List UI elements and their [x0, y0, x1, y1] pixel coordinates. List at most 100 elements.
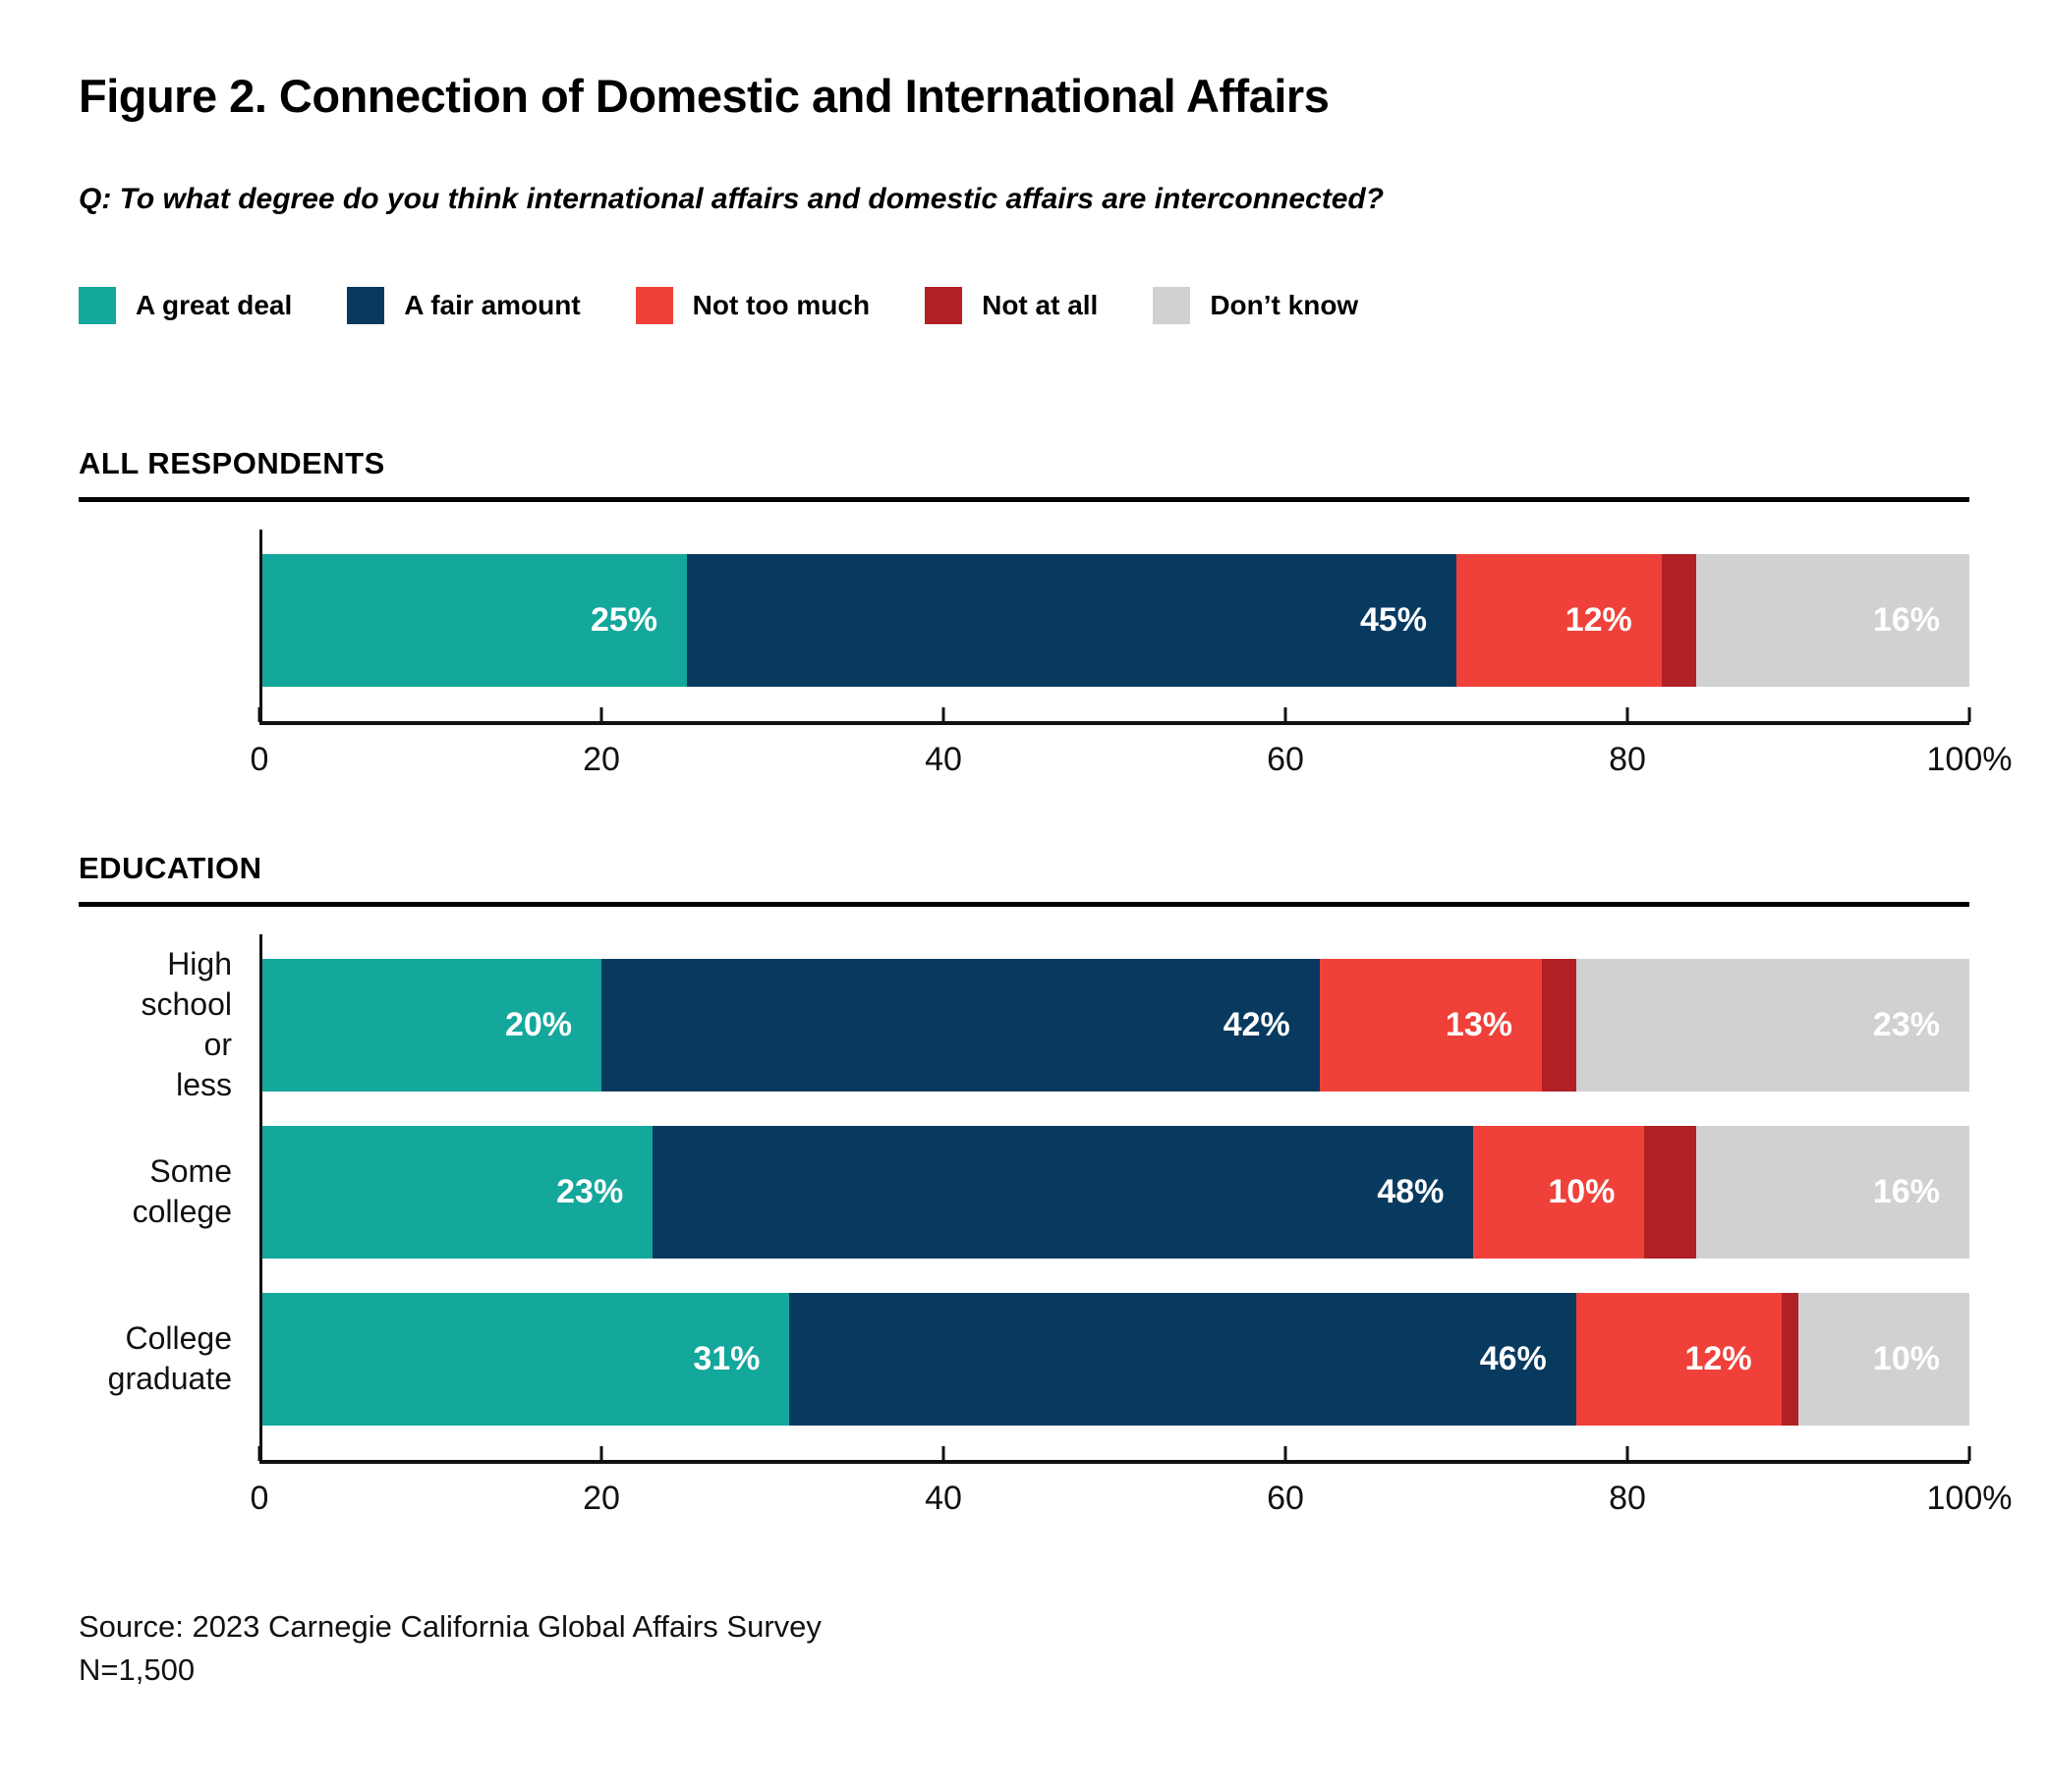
- bar-segment-a-fair-amount: 42%: [601, 958, 1320, 1092]
- source-line: Source: 2023 Carnegie California Global …: [79, 1608, 822, 1644]
- segment-value-label: 46%: [1479, 1339, 1547, 1377]
- legend-label: A great deal: [136, 289, 293, 320]
- section-heading-education: EDUCATION: [79, 850, 262, 885]
- legend-label: A fair amount: [404, 289, 581, 320]
- legend-swatch-not-at-all: [925, 286, 963, 324]
- bar-segment-a-great-deal: 20%: [259, 958, 601, 1092]
- x-axis: 0 20 40 60 80 100%: [251, 1445, 2012, 1540]
- segment-value-label: 23%: [1872, 1005, 1940, 1043]
- source-note: Source: 2023 Carnegie California Global …: [79, 1605, 1969, 1692]
- bar-row: Some college 23% 48% 10% 16%: [133, 1125, 1969, 1259]
- segment-value-label: 16%: [1872, 600, 1940, 639]
- axis-tick-label: 40: [925, 1479, 962, 1517]
- axis-tick: [1625, 706, 1629, 722]
- legend-swatch-dont-know: [1153, 286, 1191, 324]
- bar-segment-a-fair-amount: 45%: [687, 553, 1456, 687]
- bar-segment-not-at-all: [1781, 1292, 1798, 1426]
- segment-value-label: 23%: [556, 1172, 624, 1210]
- chart-all-respondents: 25% 45% 12% 16% 0 20 40 60 80 100%: [251, 529, 2012, 802]
- survey-question: Q: To what degree do you think internati…: [79, 182, 1385, 215]
- bar-row: High school or less 20% 42% 13% 23%: [142, 946, 1969, 1102]
- section-all-respondents: ALL RESPONDENTS 25% 45% 12% 16% 0 20 40 60 80 10…: [79, 445, 2012, 802]
- axis-tick-label: 0: [250, 1479, 269, 1517]
- bar-row: College graduate 31% 46% 12% 10%: [108, 1292, 1969, 1426]
- bar-segment-a-great-deal: 31%: [259, 1292, 790, 1426]
- segment-value-label: 25%: [590, 600, 657, 639]
- bar-segment-a-fair-amount: 48%: [653, 1125, 1474, 1259]
- axis-tick-label: 80: [1609, 740, 1646, 778]
- bar-segment-a-fair-amount: 46%: [789, 1292, 1576, 1426]
- axis-tick-label: 0: [250, 740, 269, 778]
- legend-swatch-not-too-much: [635, 286, 673, 324]
- segment-value-label: 10%: [1872, 1339, 1940, 1377]
- legend-label: Not at all: [982, 289, 1099, 320]
- bar-segment-not-at-all: [1541, 958, 1576, 1092]
- segment-value-label: 31%: [693, 1339, 761, 1377]
- bar-segment-not-at-all: [1644, 1125, 1696, 1259]
- chart-education: High school or less 20% 42% 13% 23% Some coll…: [108, 933, 2012, 1540]
- bar-segment-don-t-know: 16%: [1695, 1125, 1969, 1259]
- segment-value-label: 12%: [1684, 1339, 1752, 1377]
- axis-tick: [941, 706, 945, 722]
- bar-segment-don-t-know: 23%: [1575, 958, 1969, 1092]
- bar-segment-a-great-deal: 23%: [259, 1125, 654, 1259]
- y-axis-line: [259, 529, 262, 721]
- y-axis-line: [259, 933, 262, 1460]
- legend-swatch-a-great-deal: [79, 286, 116, 324]
- legend-label: Don’t know: [1210, 289, 1359, 320]
- legend-item-not-at-all: Not at all: [925, 286, 1099, 324]
- segment-value-label: 42%: [1223, 1005, 1290, 1043]
- legend-label: Not too much: [692, 289, 871, 320]
- segment-value-label: 13%: [1445, 1005, 1512, 1043]
- segment-value-label: 20%: [504, 1005, 572, 1043]
- axis-tick-label: 60: [1267, 740, 1304, 778]
- bar-row: 25% 45% 12% 16%: [259, 553, 1969, 687]
- axis-tick: [1283, 706, 1287, 722]
- segment-value-label: 16%: [1872, 1172, 1940, 1210]
- bars-area: High school or less 20% 42% 13% 23% Some coll…: [108, 933, 1969, 1460]
- x-axis: 0 20 40 60 80 100%: [251, 706, 2012, 802]
- bar-segment-not-at-all: [1661, 553, 1696, 687]
- bar-segment-a-great-deal: 25%: [259, 553, 687, 687]
- axis-tick: [599, 706, 603, 722]
- section-heading-all-respondents: ALL RESPONDENTS: [79, 445, 385, 480]
- bar-segment-not-too-much: 12%: [1575, 1292, 1782, 1426]
- axis-tick: [599, 1445, 603, 1461]
- segment-value-label: 45%: [1359, 600, 1427, 639]
- axis-tick-label: 20: [583, 740, 620, 778]
- segment-value-label: 12%: [1564, 600, 1632, 639]
- bar-segment-not-too-much: 12%: [1456, 553, 1662, 687]
- legend-item-a-great-deal: A great deal: [79, 286, 293, 324]
- legend-item-dont-know: Don’t know: [1153, 286, 1359, 324]
- legend: A great deal A fair amount Not too much …: [79, 286, 1969, 324]
- legend-swatch-a-fair-amount: [347, 286, 385, 324]
- row-label: High school or less: [141, 946, 233, 1103]
- bars-area: 25% 45% 12% 16%: [259, 529, 1969, 721]
- axis-tick: [1625, 1445, 1629, 1461]
- section-divider: [79, 901, 1969, 907]
- section-divider: [79, 496, 1969, 502]
- row-label: College graduate: [107, 1320, 232, 1397]
- bar-segment-not-too-much: 10%: [1473, 1125, 1645, 1259]
- axis-tick: [1283, 1445, 1287, 1461]
- axis-tick: [1967, 1445, 1971, 1461]
- segment-value-label: 10%: [1548, 1172, 1616, 1210]
- axis-tick-label: 40: [925, 740, 962, 778]
- axis-tick-label: 100%: [1926, 740, 2013, 778]
- bar-segment-not-too-much: 13%: [1319, 958, 1542, 1092]
- axis-tick: [941, 1445, 945, 1461]
- bar-segment-don-t-know: 10%: [1797, 1292, 1969, 1426]
- figure-title: Figure 2. Connection of Domestic and Int…: [79, 70, 1330, 122]
- legend-item-a-fair-amount: A fair amount: [347, 286, 581, 324]
- axis-tick-label: 20: [583, 1479, 620, 1517]
- section-education: EDUCATION High school or less 20% 42% 13% 23…: [79, 850, 2012, 1540]
- bar-segment-don-t-know: 16%: [1695, 553, 1969, 687]
- row-label: Some college: [132, 1153, 232, 1230]
- sample-size: N=1,500: [79, 1652, 196, 1687]
- legend-item-not-too-much: Not too much: [635, 286, 871, 324]
- axis-tick-label: 60: [1267, 1479, 1304, 1517]
- segment-value-label: 48%: [1377, 1172, 1445, 1210]
- axis-tick-label: 80: [1609, 1479, 1646, 1517]
- axis-tick: [1967, 706, 1971, 722]
